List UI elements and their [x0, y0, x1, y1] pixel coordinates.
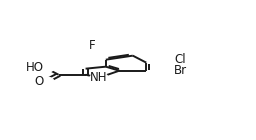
- Text: NH: NH: [90, 71, 108, 84]
- Circle shape: [90, 73, 108, 83]
- Text: Br: Br: [174, 64, 187, 77]
- Circle shape: [36, 63, 54, 73]
- Circle shape: [164, 66, 182, 76]
- Text: O: O: [35, 75, 44, 88]
- Text: F: F: [89, 39, 96, 52]
- Circle shape: [36, 77, 54, 87]
- Circle shape: [164, 55, 182, 65]
- Text: HO: HO: [26, 61, 44, 74]
- Text: Cl: Cl: [174, 53, 186, 66]
- Circle shape: [83, 48, 101, 58]
